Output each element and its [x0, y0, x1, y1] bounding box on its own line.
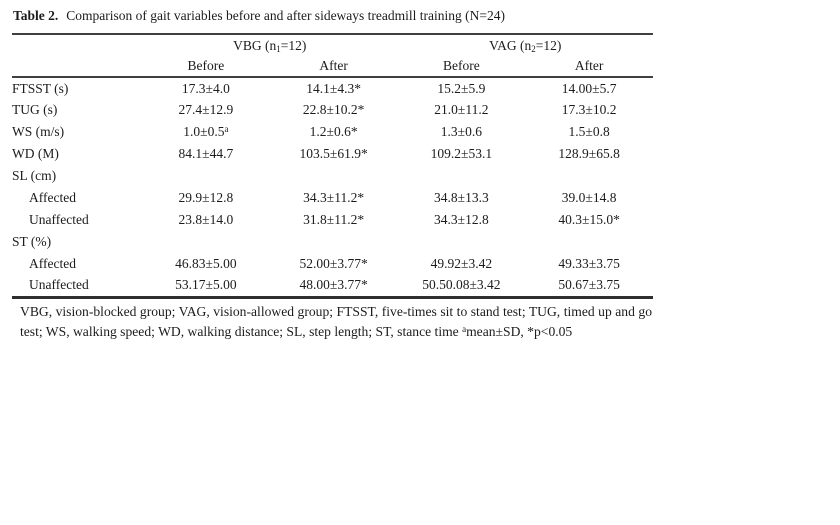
group-header-vbg: VBG (n1=12) — [233, 38, 307, 54]
empty-corner-cell — [12, 34, 142, 55]
cell-value: 34.3±11.2* — [303, 190, 365, 205]
row-label: ST (%) — [12, 234, 52, 249]
cell-value — [270, 165, 398, 187]
cell-value: 21.0±11.2 — [434, 102, 489, 117]
cell-value: 34.3±12.8 — [434, 212, 489, 227]
cell-value — [525, 231, 653, 253]
cell-value: 49.33±3.75 — [558, 256, 620, 271]
empty-corner-cell — [12, 55, 142, 78]
row-label: WD (M) — [12, 146, 59, 161]
cell-value: 50.50.08±3.42 — [397, 275, 526, 299]
row-label: FTSST (s) — [12, 80, 69, 96]
cell-value: 50.67±3.75 — [525, 275, 654, 299]
col-header-vbg-after: After — [269, 55, 398, 78]
cell-value: 128.9±65.8 — [558, 146, 620, 161]
table-row: Unaffected 53.17±5.00 48.00±3.77* 50.50.08±… — [12, 275, 654, 299]
row-label: Unaffected — [29, 212, 89, 227]
cell-value — [398, 165, 526, 187]
cell-value — [398, 231, 526, 253]
cell-value: 52.00±3.77* — [299, 256, 368, 271]
row-label: TUG (s) — [12, 102, 58, 117]
cell-value: 39.0±14.8 — [561, 190, 617, 205]
cell-value: 17.3±4.0 — [181, 80, 230, 96]
table-row: Unaffected 23.8±14.0 31.8±11.2* 34.3±12.8 40… — [12, 209, 653, 231]
row-label: WS (m/s) — [12, 124, 65, 139]
table-footnote: VBG, vision-blocked group; VAG, vision-a… — [20, 303, 652, 339]
row-label: Affected — [29, 256, 76, 271]
cell-value: 53.17±5.00 — [142, 275, 270, 299]
cell-value — [142, 165, 270, 187]
cell-value: 34.8±13.3 — [434, 190, 489, 205]
cell-value: 14.1±4.3* — [306, 80, 361, 96]
cell-value: 14.00±5.7 — [561, 80, 617, 96]
table-row: WD (M) 84.1±44.7 103.5±61.9* 109.2±53.1 128.… — [12, 143, 653, 165]
group-header-vag: VAG (n2=12) — [489, 38, 562, 54]
cell-value: 23.8±14.0 — [178, 212, 234, 227]
table-number: Table 2. — [13, 8, 59, 23]
cell-value: 17.3±10.2 — [561, 102, 617, 117]
table-row: SL (cm) — [12, 165, 653, 187]
row-label: Unaffected — [12, 275, 142, 299]
cell-value: 48.00±3.77* — [269, 275, 398, 299]
group-header-row: VBG (n1=12) VAG (n2=12) — [12, 34, 653, 55]
cell-value: 1.5±0.8 — [568, 124, 610, 139]
cell-value: 49.92±3.42 — [430, 256, 493, 271]
row-label: SL (cm) — [12, 168, 57, 183]
cell-value: 1.0±0.5a — [183, 124, 229, 139]
cell-value: 103.5±61.9* — [299, 146, 368, 161]
table-row: ST (%) — [12, 231, 653, 253]
cell-value: 31.8±11.2* — [303, 212, 365, 227]
row-label: Affected — [29, 190, 76, 205]
cell-value: 1.2±0.6* — [309, 124, 358, 139]
cell-value — [270, 231, 398, 253]
table-caption-text: Comparison of gait variables before and … — [66, 8, 506, 23]
cell-value — [525, 165, 653, 187]
table-row: TUG (s) 27.4±12.9 22.8±10.2* 21.0±11.2 17.3±… — [12, 99, 653, 121]
cell-value — [142, 231, 270, 253]
gait-comparison-table: VBG (n1=12) VAG (n2=12) Before After Bef… — [12, 33, 654, 299]
cell-value: 22.8±10.2* — [302, 102, 365, 117]
cell-value: 84.1±44.7 — [178, 146, 234, 161]
table-row: WS (m/s) 1.0±0.5a 1.2±0.6* 1.3±0.6 1.5±0.8 — [12, 121, 653, 143]
sub-header-row: Before After Before After — [12, 55, 654, 78]
cell-value: 40.3±15.0* — [558, 212, 620, 227]
cell-value: 27.4±12.9 — [178, 102, 234, 117]
table-row: Affected 46.83±5.00 52.00±3.77* 49.92±3.42 4… — [12, 253, 653, 275]
cell-value: 15.2±5.9 — [437, 80, 486, 96]
table-row: FTSST (s) 17.3±4.0 14.1±4.3* 15.2±5.9 14.00±… — [12, 77, 653, 99]
table-row: Affected 29.9±12.8 34.3±11.2* 34.8±13.3 39.0… — [12, 187, 653, 209]
cell-value: 46.83±5.00 — [175, 256, 237, 271]
col-header-vag-before: Before — [397, 55, 526, 78]
col-header-vbg-before: Before — [142, 55, 270, 78]
cell-value: 109.2±53.1 — [430, 146, 493, 161]
table-body: FTSST (s) 17.3±4.0 14.1±4.3* 15.2±5.9 14.00±… — [12, 77, 654, 299]
table-caption: Table 2. Comparison of gait variables bef… — [0, 0, 840, 24]
cell-value: 29.9±12.8 — [178, 190, 234, 205]
cell-value: 1.3±0.6 — [440, 124, 482, 139]
col-header-vag-after: After — [525, 55, 654, 78]
